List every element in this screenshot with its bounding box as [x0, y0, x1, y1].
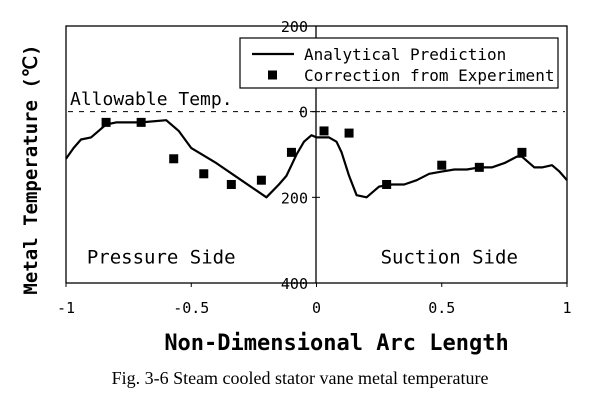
x-tick-label-0: -1: [57, 299, 75, 317]
x-tick-label-2: 0: [312, 299, 321, 317]
y-axis-title: Metal Temperature (℃): [20, 44, 42, 294]
legend-box: [239, 37, 559, 89]
data-point-correction-6: [286, 147, 296, 157]
data-point-correction-1: [136, 117, 146, 127]
y-tick-label-3: 400: [281, 275, 308, 293]
x-tick-label-3: 0.5: [428, 299, 455, 317]
data-point-correction-8: [344, 128, 354, 138]
figure-caption: Fig. 3-6 Steam cooled stator vane metal …: [111, 368, 489, 388]
reference-line-label-0: Allowable Temp.: [70, 89, 233, 110]
legend-square-marker: [268, 70, 277, 80]
data-point-correction-9: [382, 179, 392, 189]
x-tick-label-1: -0.5: [173, 299, 209, 317]
data-point-correction-3: [199, 169, 209, 179]
data-point-correction-7: [319, 126, 329, 136]
data-point-correction-10: [437, 160, 447, 170]
y-tick-label-0: 200: [281, 18, 308, 36]
data-point-correction-12: [517, 147, 527, 157]
y-tick-label-2: 200: [281, 189, 308, 207]
data-point-correction-11: [474, 162, 484, 172]
data-point-correction-4: [226, 179, 236, 189]
data-point-correction-5: [256, 175, 266, 185]
x-tick-label-4: 1: [562, 299, 571, 317]
series-line-analytical-prediction: [65, 119, 568, 199]
y-tick-label-1: 0: [299, 104, 308, 122]
annotation-1: Suction Side: [381, 246, 518, 268]
legend-entry-0: Analytical Prediction: [304, 45, 506, 64]
data-point-correction-2: [169, 154, 179, 164]
annotation-0: Pressure Side: [87, 246, 236, 268]
x-axis-title: Non-Dimensional Arc Length: [164, 331, 508, 356]
data-point-correction-0: [101, 117, 111, 127]
legend-entry-1: Correction from Experiment: [304, 66, 554, 85]
